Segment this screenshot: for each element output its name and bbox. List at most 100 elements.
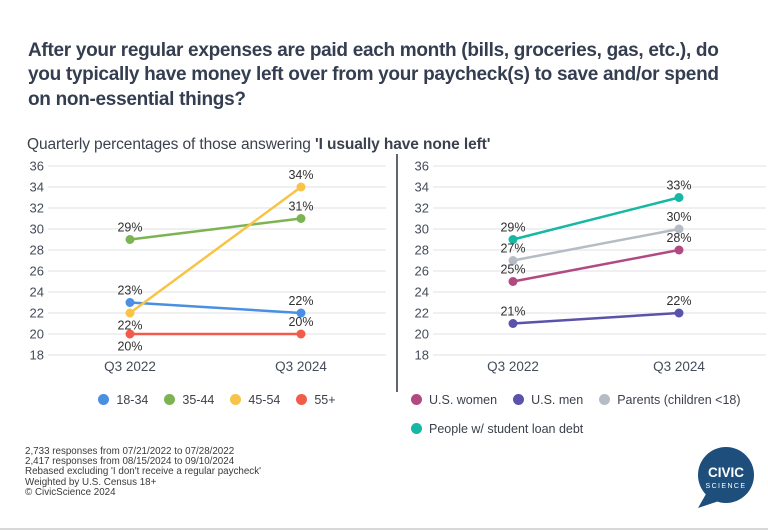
footnote-line: Weighted by U.S. Census 18+ — [25, 476, 157, 488]
18-34-legend-dot-icon — [98, 394, 110, 405]
legend-label: U.S. men — [531, 392, 584, 407]
legend-label: 45-54 — [248, 392, 281, 407]
u-s-women-line — [512, 248, 680, 283]
legend-item-18-34: 18-34 — [98, 393, 148, 407]
35-44-point — [296, 214, 306, 223]
subtitle-regular-text: Quarterly percentages of those answering — [27, 135, 315, 153]
people-w-student-loan-debt-data-label: 33% — [666, 179, 691, 193]
legend-item-55: 55+ — [296, 393, 336, 407]
u-s-men-data-label: 21% — [500, 305, 525, 319]
y-axis-tick-label: 24 — [415, 285, 429, 300]
legend-label: People w/ student loan debt — [429, 421, 584, 436]
y-axis-tick-label: 30 — [415, 222, 429, 237]
chart-divider-line — [396, 154, 398, 392]
x-axis-tick-label: Q3 2024 — [275, 359, 327, 374]
footnote-line: 2,417 responses from 08/15/2024 to 09/10… — [25, 456, 235, 468]
45-54-point — [125, 308, 135, 318]
45-54-legend-dot-icon — [230, 394, 242, 405]
logo-bubble-circle — [698, 447, 754, 503]
chart-subtitle: Quarterly percentages of those answering… — [27, 136, 727, 154]
page-title: After your regular expenses are paid eac… — [28, 39, 719, 110]
55-data-label: 20% — [288, 315, 313, 329]
legend-row: People w/ student loan debt — [411, 418, 583, 439]
45-54-data-label: 34% — [288, 168, 313, 182]
demographics-legend: U.S. women U.S. men Parents (children <18)… — [411, 389, 768, 439]
y-axis-tick-label: 22 — [415, 306, 429, 321]
y-axis-tick-label: 26 — [415, 264, 429, 279]
18-34-point — [296, 308, 306, 318]
y-axis-tick-label: 28 — [30, 243, 44, 258]
legend-row: U.S. women U.S. men Parents (children <18) — [411, 389, 741, 410]
parents-children-18-point — [508, 256, 518, 265]
35-44-legend-dot-icon — [164, 394, 176, 405]
age-groups-line-chart: 36 34 32 30 28 26 24 22 20 18 Q3 2022 Q3 2024 23% 22%… — [30, 159, 386, 374]
age-groups-legend: 18-34 35-44 45-54 55+ — [48, 389, 386, 410]
people-w-student-loan-debt-legend-dot-icon — [411, 423, 422, 434]
35-44-data-label: 29% — [117, 221, 142, 235]
y-axis-tick-label: 36 — [415, 159, 429, 174]
18-34-data-label: 23% — [117, 284, 142, 298]
y-axis-tick-label: 24 — [30, 285, 44, 300]
civicscience-logo: CIVIC SCIENCE — [696, 446, 758, 510]
35-44-point — [125, 235, 135, 244]
footnote-line: © CivicScience 2024 — [25, 486, 116, 498]
y-axis-tick-label: 20 — [415, 327, 429, 342]
55-data-label: 20% — [117, 340, 142, 354]
y-axis-tick-label: 34 — [30, 180, 44, 195]
35-44-data-label: 31% — [288, 200, 313, 214]
legend-item-45-54: 45-54 — [230, 393, 280, 407]
y-axis-tick-label: 34 — [415, 180, 429, 195]
u-s-women-legend-dot-icon — [411, 394, 422, 405]
u-s-women-point — [674, 245, 684, 255]
u-s-men-point — [508, 319, 518, 328]
y-axis-tick-label: 28 — [415, 243, 429, 258]
legend-label: 18-34 — [116, 392, 149, 407]
u-s-women-point — [508, 277, 518, 286]
parents-children-18-data-label: 30% — [666, 210, 691, 224]
u-s-women-data-label: 25% — [500, 263, 525, 277]
legend-label: Parents (children <18) — [617, 392, 741, 407]
people-w-student-loan-debt-data-label: 29% — [500, 221, 525, 235]
legend-item-people-w-student-loan-debt: People w/ student loan debt — [411, 422, 583, 436]
55-point — [296, 329, 306, 339]
footnote-line: 2,733 responses from 07/21/2022 to 07/28… — [25, 446, 235, 457]
legend-label: U.S. women — [429, 392, 498, 407]
y-axis-tick-label: 36 — [30, 159, 44, 174]
footnote-line: Rebased excluding 'I don't receive a reg… — [25, 466, 261, 478]
55-legend-dot-icon — [296, 394, 308, 405]
45-54-line — [129, 185, 302, 315]
subtitle-bold-text: 'I usually have none left' — [314, 135, 491, 153]
logo-text-science: SCIENCE — [706, 483, 747, 490]
u-s-men-point — [674, 308, 684, 318]
55-point — [125, 329, 135, 339]
u-s-men-legend-dot-icon — [513, 394, 525, 405]
y-axis-tick-label: 32 — [30, 201, 44, 216]
x-axis-tick-label: Q3 2022 — [104, 359, 156, 374]
u-s-men-line — [512, 311, 680, 325]
people-w-student-loan-debt-point — [674, 193, 684, 202]
logo-bubble-tail — [698, 494, 719, 508]
legend-item-35-44: 35-44 — [164, 393, 214, 407]
people-w-student-loan-debt-line — [512, 196, 680, 241]
u-s-women-data-label: 28% — [666, 231, 691, 245]
legend-item-u-s-men: U.S. men — [513, 393, 583, 407]
parents-children-18-legend-dot-icon — [599, 394, 611, 405]
45-54-data-label: 22% — [117, 319, 142, 333]
legend-item-u-s-women: U.S. women — [411, 393, 497, 407]
legend-label: 35-44 — [182, 392, 215, 407]
parents-children-18-data-label: 27% — [500, 242, 525, 256]
people-w-student-loan-debt-point — [508, 235, 518, 244]
y-axis-tick-label: 22 — [30, 306, 44, 321]
y-axis-tick-label: 26 — [30, 264, 44, 279]
x-axis-tick-label: Q3 2022 — [487, 359, 539, 374]
legend-item-parents-children-18: Parents (children <18) — [599, 392, 741, 407]
18-34-line — [129, 301, 302, 315]
y-axis-tick-label: 30 — [30, 222, 44, 237]
18-34-point — [125, 298, 135, 307]
footnotes: 2,733 responses from 07/21/2022 to 07/28… — [25, 446, 261, 498]
u-s-men-data-label: 22% — [666, 294, 691, 308]
45-54-point — [296, 182, 306, 192]
logo-text-civic: CIVIC — [708, 465, 744, 480]
y-axis-tick-label: 20 — [30, 327, 44, 342]
